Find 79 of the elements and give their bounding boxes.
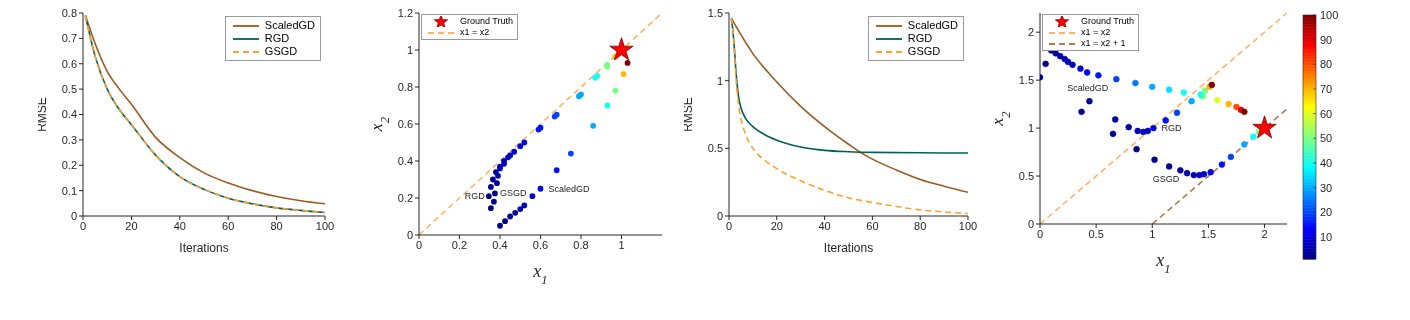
x-axis-title: Iterations bbox=[823, 241, 874, 255]
x-tick-label: 2 bbox=[1261, 227, 1268, 240]
y-tick-label: 2 bbox=[1027, 26, 1034, 39]
annotation: GSGD bbox=[499, 187, 527, 198]
x-tick-label: 100 bbox=[958, 219, 978, 232]
color-bar-label: 100 bbox=[1320, 9, 1339, 21]
legend-label: RGD bbox=[907, 32, 933, 45]
x-tick-label: 40 bbox=[818, 219, 831, 232]
y-tick-label: 0.5 bbox=[61, 83, 77, 96]
x-tick-label: 0.8 bbox=[573, 238, 589, 251]
y-tick-label: 0.2 bbox=[397, 191, 413, 204]
x-tick-label: 0.4 bbox=[492, 238, 508, 251]
color-bar-label: 40 bbox=[1320, 156, 1333, 169]
annotation: RGD bbox=[464, 191, 486, 202]
x-tick-label: 1 bbox=[1149, 227, 1156, 240]
color-bar-label: 10 bbox=[1320, 230, 1333, 243]
legend-label: Ground Truth bbox=[460, 16, 514, 27]
annotation: ScaledGD bbox=[1067, 83, 1109, 94]
y-tick-label: 1.2 bbox=[397, 6, 413, 19]
color-bar-label: 90 bbox=[1320, 33, 1333, 46]
y-tick-label: 1.5 bbox=[1018, 74, 1034, 87]
color-bar-label: 20 bbox=[1320, 206, 1333, 219]
x-tick-label: 0.5 bbox=[1088, 227, 1104, 240]
legend-label: RGD bbox=[264, 32, 290, 45]
y-tick-label: 1 bbox=[716, 74, 723, 87]
y-tick-label: 0.3 bbox=[61, 133, 77, 146]
color-bar-label: 60 bbox=[1320, 107, 1333, 120]
legend-label: x1 = x2 bbox=[460, 27, 490, 38]
y-axis-title: RMSE bbox=[681, 97, 695, 132]
legend-label: ScaledGD bbox=[907, 19, 958, 32]
y-tick-label: 0.4 bbox=[61, 108, 77, 121]
y-axis-title: RMSE bbox=[35, 97, 49, 132]
x-tick-label: 20 bbox=[770, 219, 783, 232]
x-tick-label: 0.6 bbox=[532, 238, 549, 251]
x-tick-label: 40 bbox=[173, 219, 186, 232]
x-tick-label: 80 bbox=[914, 219, 927, 232]
y-tick-label: 0.5 bbox=[707, 142, 723, 155]
x-tick-label: 20 bbox=[125, 219, 138, 232]
y-tick-label: 0.5 bbox=[1018, 169, 1034, 182]
legend-label: x1 = x2 + 1 bbox=[1081, 38, 1126, 49]
y-tick-label: 0 bbox=[70, 209, 77, 222]
x-tick-label: 60 bbox=[866, 219, 879, 232]
y-tick-label: 0.2 bbox=[61, 159, 77, 172]
color-bar-label: 80 bbox=[1320, 58, 1333, 71]
x-tick-label: 0 bbox=[415, 238, 423, 251]
color-bar-label: 50 bbox=[1320, 132, 1333, 145]
legend-label: GSGD bbox=[907, 45, 941, 58]
y-tick-label: 0.7 bbox=[61, 32, 77, 45]
color-bar-label: 30 bbox=[1320, 181, 1333, 194]
legend-label: x1 = x2 bbox=[1081, 27, 1111, 38]
y-tick-label: 0 bbox=[716, 209, 723, 222]
color-bar-label: 70 bbox=[1320, 82, 1333, 95]
x-axis-title: x$_{1}$ bbox=[1155, 250, 1171, 276]
x-tick-label: 80 bbox=[270, 219, 283, 232]
x-tick-label: 100 bbox=[315, 219, 335, 232]
x-axis-title: x$_{1}$ bbox=[532, 261, 548, 287]
y-tick-label: 0.1 bbox=[61, 184, 77, 197]
x-tick-label: 0.2 bbox=[451, 238, 468, 251]
x-tick-label: 1.5 bbox=[1200, 227, 1217, 240]
x-tick-label: 60 bbox=[222, 219, 235, 232]
y-tick-label: 0.4 bbox=[397, 154, 413, 167]
annotation: ScaledGD bbox=[548, 183, 591, 194]
legend-label: GSGD bbox=[264, 45, 298, 58]
annotation: RGD bbox=[1161, 123, 1182, 134]
y-tick-label: 1.5 bbox=[707, 6, 723, 19]
x-tick-label: 0 bbox=[79, 219, 87, 232]
x-tick-label: 0 bbox=[725, 219, 733, 232]
y-tick-label: 0.8 bbox=[61, 6, 77, 19]
legend-label: Ground Truth bbox=[1081, 16, 1135, 27]
x-axis-title: Iterations bbox=[179, 241, 229, 255]
annotation: GSGD bbox=[1152, 174, 1180, 185]
x-tick-label: 0 bbox=[1036, 227, 1044, 240]
y-tick-label: 1 bbox=[1027, 122, 1034, 134]
y-tick-label: 0.6 bbox=[61, 57, 77, 70]
y-tick-label: 1 bbox=[406, 43, 413, 56]
legend-label: ScaledGD bbox=[264, 19, 315, 32]
x-tick-label: 1 bbox=[618, 238, 625, 251]
y-tick-label: 0.6 bbox=[397, 117, 413, 130]
y-tick-label: 0.8 bbox=[397, 80, 413, 93]
